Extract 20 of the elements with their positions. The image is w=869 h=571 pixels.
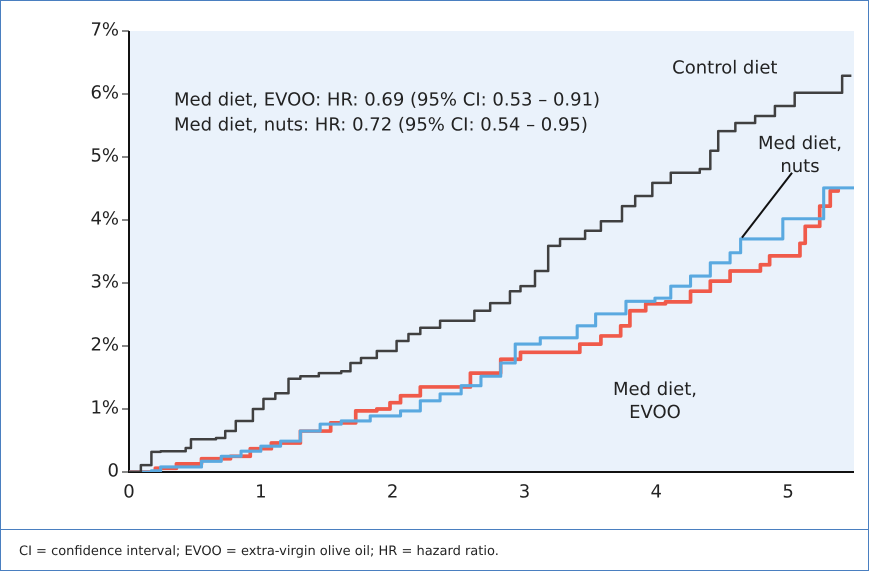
x-tick-label: 3: [518, 481, 530, 502]
text: CI = confidence interval; EVOO = extra-virgin olive oil; HR = hazard ratio.: [1, 529, 868, 559]
x-tick-label: 4: [650, 481, 662, 502]
y-tick-label: 4%: [90, 208, 119, 230]
y-tick-label: 6%: [90, 82, 119, 104]
x-tick-label: 5: [782, 481, 794, 502]
y-tick-label: 0: [108, 460, 119, 482]
x-tick-label: 1: [255, 481, 267, 502]
x-tick-label: 0: [123, 481, 135, 502]
text: Med diet, EVOO: [612, 378, 697, 423]
series-label: Med diet, nuts: [758, 133, 842, 178]
x-tick-label: 2: [386, 481, 398, 502]
y-tick-label: 1%: [90, 398, 119, 419]
y-tick-label: 7%: [90, 20, 119, 41]
annotation: Med diet, nuts: HR: 0.72 (95% CI: 0.54 – 0.95): [174, 114, 588, 136]
y-tick-label: 5%: [90, 146, 119, 167]
y-tick-label: 3%: [90, 272, 119, 293]
series-label: Control diet: [672, 57, 778, 78]
annotation: Med diet, EVOO: HR: 0.69 (95% CI: 0.53 – 0.91): [174, 90, 600, 111]
y-tick-label: 2%: [90, 334, 119, 356]
